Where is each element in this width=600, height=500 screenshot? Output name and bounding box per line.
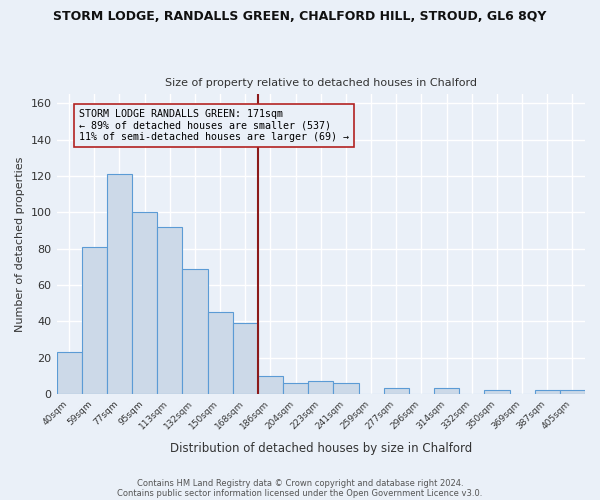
Bar	[56, 352, 82, 394]
Bar	[132, 212, 157, 394]
Bar	[208, 312, 233, 394]
Bar	[233, 323, 258, 394]
Bar	[484, 390, 509, 394]
Bar	[157, 227, 182, 394]
Bar	[535, 390, 560, 394]
X-axis label: Distribution of detached houses by size in Chalford: Distribution of detached houses by size …	[170, 442, 472, 455]
Y-axis label: Number of detached properties: Number of detached properties	[15, 156, 25, 332]
Text: STORM LODGE RANDALLS GREEN: 171sqm
← 89% of detached houses are smaller (537)
11: STORM LODGE RANDALLS GREEN: 171sqm ← 89%…	[79, 109, 349, 142]
Text: Contains HM Land Registry data © Crown copyright and database right 2024.: Contains HM Land Registry data © Crown c…	[137, 478, 463, 488]
Bar	[434, 388, 459, 394]
Bar	[258, 376, 283, 394]
Bar	[107, 174, 132, 394]
Bar	[383, 388, 409, 394]
Bar	[182, 268, 208, 394]
Bar	[82, 247, 107, 394]
Bar	[308, 381, 334, 394]
Title: Size of property relative to detached houses in Chalford: Size of property relative to detached ho…	[165, 78, 477, 88]
Text: STORM LODGE, RANDALLS GREEN, CHALFORD HILL, STROUD, GL6 8QY: STORM LODGE, RANDALLS GREEN, CHALFORD HI…	[53, 10, 547, 23]
Bar	[560, 390, 585, 394]
Text: Contains public sector information licensed under the Open Government Licence v3: Contains public sector information licen…	[118, 488, 482, 498]
Bar	[334, 383, 359, 394]
Bar	[283, 383, 308, 394]
